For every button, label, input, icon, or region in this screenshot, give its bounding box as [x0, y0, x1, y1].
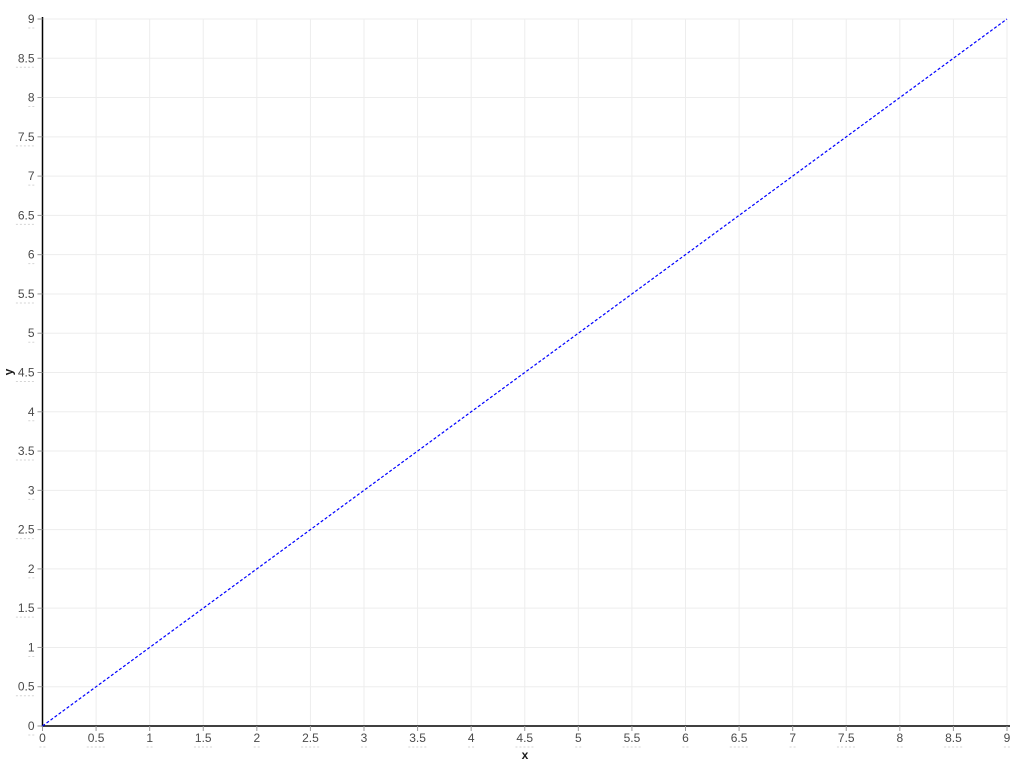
x-tick-label: 0.5: [88, 731, 105, 745]
y-tick-label: 8.5: [18, 51, 35, 65]
x-axis-title: x: [521, 748, 529, 762]
x-tick-label: 2: [253, 731, 260, 745]
x-tick-label: 9: [1004, 731, 1011, 745]
x-tick-label: 6.5: [731, 731, 748, 745]
y-axis-title: y: [1, 368, 16, 376]
x-tick-label: 5.5: [624, 731, 641, 745]
data-series-line: [42, 18, 1008, 727]
x-tick-label: 6: [682, 731, 689, 745]
y-tick-label: 0.5: [18, 680, 35, 694]
x-tick-label: 3: [361, 731, 368, 745]
x-tick-label: 7.5: [838, 731, 855, 745]
y-tick-label: 4: [28, 405, 35, 419]
y-tick-label: 2: [28, 562, 35, 576]
x-tick-label: 8: [896, 731, 903, 745]
y-tick-label: 0: [28, 719, 35, 733]
y-tick-label: 8: [28, 91, 35, 105]
x-tick-label: 4: [468, 731, 475, 745]
y-tick-label: 7.5: [18, 130, 35, 144]
x-tick-label: 5: [575, 731, 582, 745]
y-tick-label: 6.5: [18, 208, 35, 222]
x-tick-label: 4.5: [516, 731, 533, 745]
x-tick-label: 1.5: [195, 731, 212, 745]
y-tick-label: 3.5: [18, 444, 35, 458]
y-tick-label: 5.5: [18, 287, 35, 301]
y-tick-label: 7: [28, 169, 35, 183]
y-tick-label: 9: [28, 12, 35, 26]
x-tick-label: 2.5: [302, 731, 319, 745]
y-tick-label: 3: [28, 483, 35, 497]
x-tick-label: 7: [789, 731, 796, 745]
y-tick-label: 4.5: [18, 366, 35, 380]
y-tick-label: 5: [28, 326, 35, 340]
x-tick-label: 0: [39, 731, 46, 745]
x-tick-label: 1: [146, 731, 153, 745]
x-tick-label: 8.5: [945, 731, 962, 745]
y-tick-label: 1.5: [18, 601, 35, 615]
y-tick-label: 2.5: [18, 523, 35, 537]
y-tick-label: 1: [28, 640, 35, 654]
x-tick-label: 3.5: [409, 731, 426, 745]
y-tick-label: 6: [28, 248, 35, 262]
